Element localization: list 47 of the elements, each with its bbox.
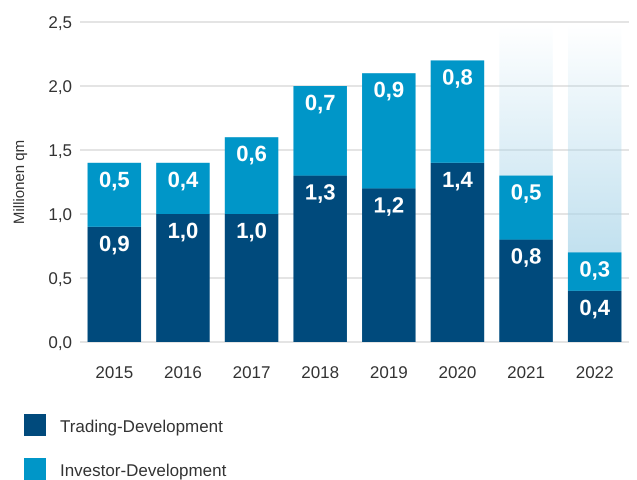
bar xyxy=(499,176,553,240)
data-label: 0,7 xyxy=(304,90,336,115)
legend-label: Trading-Development xyxy=(60,417,224,436)
bar xyxy=(430,60,484,163)
data-label: 0,4 xyxy=(168,166,199,192)
y-tick-label: 2,0 xyxy=(48,77,72,96)
data-label: 0,5 xyxy=(510,180,542,205)
legend-label: Investor-Development xyxy=(60,461,227,480)
bar xyxy=(88,226,142,342)
y-tick-label: 0,5 xyxy=(48,269,72,288)
x-tick-label: 2020 xyxy=(438,363,476,382)
bar xyxy=(430,162,484,342)
data-label: 1,3 xyxy=(304,180,336,205)
bar xyxy=(88,162,142,227)
data-label: 0,6 xyxy=(236,141,267,166)
x-tick-label: 2018 xyxy=(301,363,340,382)
bar xyxy=(293,176,347,342)
bar xyxy=(293,86,347,176)
data-label: 0,3 xyxy=(579,256,610,282)
bar xyxy=(568,290,622,342)
y-tick-label: 0,0 xyxy=(48,333,72,352)
data-label: 1,0 xyxy=(236,218,267,243)
x-tick-label: 2016 xyxy=(164,363,202,382)
data-label: 1,4 xyxy=(442,166,474,192)
y-tick-label: 1,0 xyxy=(48,205,72,224)
bar xyxy=(362,188,416,342)
y-tick-label: 1,5 xyxy=(48,141,72,160)
data-label: 0,9 xyxy=(374,77,404,102)
x-tick-label: 2015 xyxy=(95,363,134,382)
bar xyxy=(224,137,278,214)
data-label: 1,0 xyxy=(168,218,198,243)
bar xyxy=(156,214,210,342)
y-axis-title: Millionen qm xyxy=(11,140,28,224)
y-tick-label: 2,5 xyxy=(48,13,72,32)
x-tick-label: 2022 xyxy=(576,363,614,382)
bar xyxy=(224,214,278,342)
bar xyxy=(362,73,416,188)
x-tick-label: 2019 xyxy=(370,363,408,382)
data-label: 1,2 xyxy=(374,192,404,218)
x-tick-label: 2021 xyxy=(507,363,545,382)
bar xyxy=(156,162,210,214)
data-label: 0,9 xyxy=(99,230,130,256)
data-label: 0,4 xyxy=(579,294,611,320)
x-tick-label: 2017 xyxy=(232,363,270,382)
data-label: 0,8 xyxy=(510,244,542,269)
data-label: 0,8 xyxy=(442,64,473,90)
data-label: 0,5 xyxy=(99,166,130,192)
